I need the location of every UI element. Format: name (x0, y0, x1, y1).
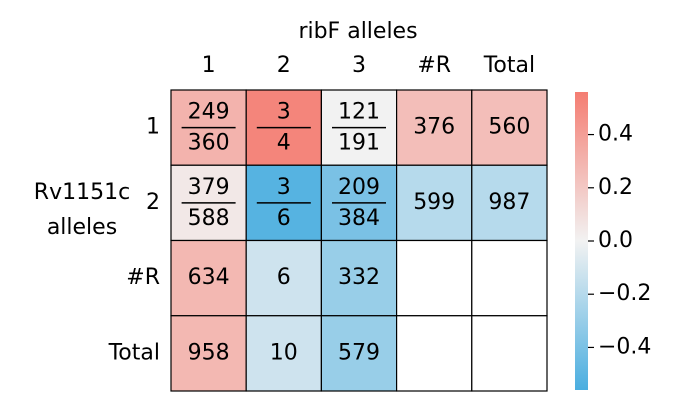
x-tick-label: Total (483, 53, 535, 78)
cell-label: 634 (188, 265, 230, 290)
heatmap-cell (471, 239, 548, 317)
heatmap-cell (245, 239, 322, 317)
cell-label: 958 (188, 340, 230, 365)
cell-denominator: 191 (338, 131, 380, 156)
heatmap-cell (170, 315, 247, 392)
y-tick-label: 1 (146, 115, 160, 140)
cell-label: 376 (413, 115, 455, 140)
colorbar-tick-label: 0.0 (598, 228, 633, 253)
colorbar-tick-label: 0.4 (598, 122, 633, 147)
heatmap-cell (396, 315, 473, 392)
cell-label: 560 (488, 115, 530, 140)
x-tick-label: 1 (202, 53, 216, 78)
colorbar (575, 92, 588, 390)
cell-label: 987 (488, 190, 530, 215)
y-axis-label-line: alleles (47, 215, 117, 240)
colorbar-tick-label: −0.2 (598, 281, 651, 306)
x-tick-label: 2 (277, 53, 291, 78)
y-tick-label: 2 (146, 190, 160, 215)
cell-numerator: 3 (277, 175, 291, 200)
cell-denominator: 384 (338, 206, 380, 231)
cell-numerator: 249 (188, 100, 230, 125)
heatmap-cell (320, 239, 398, 317)
heatmap-cell (471, 164, 548, 242)
x-tick-label: 3 (352, 53, 366, 78)
heatmap-cell (170, 239, 247, 317)
x-tick-label: #R (417, 53, 451, 78)
cell-numerator: 379 (188, 175, 230, 200)
cell-denominator: 588 (188, 206, 230, 231)
cell-label: 10 (270, 340, 298, 365)
heatmap-cell (396, 239, 473, 317)
colorbar-tick-label: 0.2 (598, 175, 633, 200)
heatmap-cell (471, 315, 548, 392)
cell-numerator: 3 (277, 100, 291, 125)
cell-label: 6 (277, 265, 291, 290)
y-tick-label: #R (126, 265, 160, 290)
colorbar-tick-label: −0.4 (598, 334, 651, 359)
y-tick-label: Total (108, 340, 160, 365)
y-axis-label: Rv1151c alleles (34, 180, 130, 240)
cell-denominator: 6 (277, 206, 291, 231)
cell-label: 579 (338, 340, 380, 365)
cell-numerator: 121 (338, 100, 380, 125)
cell-numerator: 209 (338, 175, 380, 200)
cell-label: 332 (338, 265, 380, 290)
cell-denominator: 360 (188, 131, 230, 156)
y-axis-label-line: Rv1151c (34, 180, 130, 205)
cell-label: 599 (413, 190, 455, 215)
cell-denominator: 4 (277, 131, 291, 156)
chart-title: ribF alleles (298, 19, 417, 44)
